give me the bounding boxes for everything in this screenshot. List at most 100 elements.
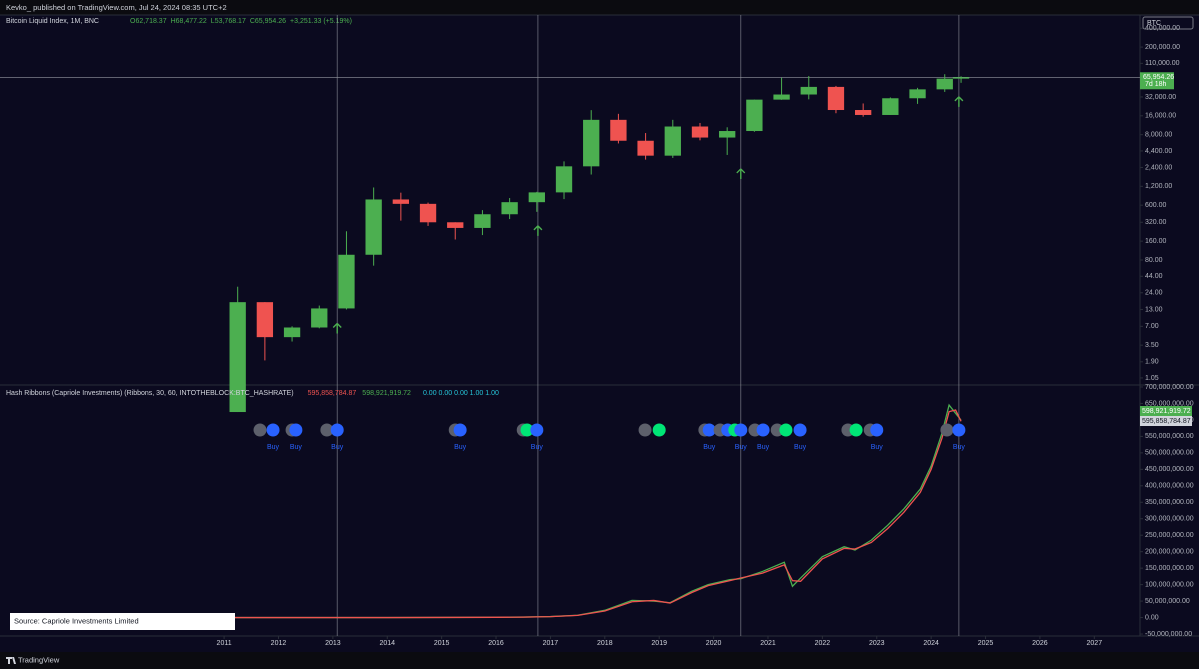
chart-layer: Bitcoin Liquid Index, 1M, BNC O62,718.37 H… xyxy=(0,15,1194,647)
candle-body xyxy=(800,86,817,95)
y-tick-label: 150,000,000.00 xyxy=(1145,565,1194,572)
y-tick-label: 550,000,000.00 xyxy=(1145,433,1194,440)
y-tick-label: 0.00 xyxy=(1145,614,1159,621)
candle-body xyxy=(827,86,845,111)
y-tick-label: 3.50 xyxy=(1145,342,1159,349)
candle-body xyxy=(311,308,328,328)
last-value-label: 595,858,784.87 xyxy=(1142,418,1191,425)
candle-body xyxy=(474,214,491,228)
candle-body xyxy=(610,119,627,141)
y-tick-label: 1.90 xyxy=(1145,359,1159,366)
candle-body xyxy=(583,119,600,167)
candle-body xyxy=(501,202,518,215)
candle-body xyxy=(365,199,382,255)
y-tick-label: 1,200.00 xyxy=(1145,183,1172,190)
indicator-extra: 0.00 0.00 0.00 1.00 1.00 xyxy=(423,390,499,397)
y-tick-label: 4,400.00 xyxy=(1145,148,1172,155)
brand: TradingView xyxy=(18,655,60,664)
y-tick-label: 450,000,000.00 xyxy=(1145,466,1194,473)
ohlc-value: +3,251.33 (+5.19%) xyxy=(290,18,352,25)
signal-dot xyxy=(756,423,770,437)
y-tick-label: 200,000.00 xyxy=(1145,44,1180,51)
indicator-value: 598,921,919.72 xyxy=(362,390,411,397)
y-tick-label: 16,000.00 xyxy=(1145,113,1176,120)
source-box xyxy=(10,613,235,630)
signal-dot xyxy=(734,423,748,437)
x-tick-label: 2026 xyxy=(1032,640,1048,647)
x-tick-label: 2024 xyxy=(923,640,939,647)
signal-label: Buy xyxy=(794,444,807,451)
candle-body xyxy=(952,77,970,79)
y-tick-label: 80.00 xyxy=(1145,257,1163,264)
signal-dot xyxy=(266,423,280,437)
signal-dot xyxy=(870,423,884,437)
candle-body xyxy=(392,199,410,204)
signal-label: Buy xyxy=(871,444,884,451)
y-tick-label: 7.00 xyxy=(1145,323,1159,330)
last-value-tag xyxy=(1140,406,1192,416)
x-tick-label: 2027 xyxy=(1087,640,1103,647)
x-tick-label: 2015 xyxy=(434,640,450,647)
x-tick-label: 2011 xyxy=(217,640,232,647)
last-price-tag xyxy=(1140,72,1174,90)
signal-label: Buy xyxy=(735,444,748,451)
y-tick-label: 600.00 xyxy=(1145,202,1167,209)
y-tick-label: 2,400.00 xyxy=(1145,164,1172,171)
hash-line xyxy=(224,409,962,619)
candle-body xyxy=(528,192,545,203)
candle-body xyxy=(229,302,246,413)
x-tick-label: 2021 xyxy=(760,640,776,647)
signal-dot xyxy=(702,423,716,437)
chart-title: Bitcoin Liquid Index, 1M, BNC xyxy=(6,18,99,25)
signal-dot xyxy=(638,423,652,437)
symbol: BTC xyxy=(1147,20,1161,27)
signal-label: Buy xyxy=(454,444,467,451)
signal-dot xyxy=(849,423,863,437)
x-tick-label: 2012 xyxy=(271,640,287,647)
last-value-label: 598,921,919.72 xyxy=(1142,408,1191,415)
y-tick-label: 200,000,000.00 xyxy=(1145,549,1194,556)
y-tick-label: 300,000,000.00 xyxy=(1145,516,1194,523)
signal-label: Buy xyxy=(531,444,544,451)
last-price-label: 65,954.26 xyxy=(1143,74,1174,81)
candle-body xyxy=(746,99,763,132)
last-value-tag xyxy=(1140,416,1192,426)
x-tick-label: 2022 xyxy=(815,640,831,647)
y-tick-label: 50,000,000.00 xyxy=(1145,598,1190,605)
y-tick-label: 500,000,000.00 xyxy=(1145,450,1194,457)
signal-dot xyxy=(320,423,334,437)
y-tick-label: 160.00 xyxy=(1145,238,1167,245)
signal-label: Buy xyxy=(331,444,344,451)
y-tick-label: 13.00 xyxy=(1145,306,1163,313)
signal-dot xyxy=(940,423,954,437)
y-tick-label: 700,000,000.00 xyxy=(1145,384,1194,391)
signal-dot xyxy=(652,423,666,437)
candle-body xyxy=(419,203,437,223)
x-tick-label: 2018 xyxy=(597,640,613,647)
arrow xyxy=(533,225,543,236)
bottom-bar xyxy=(0,652,1199,669)
y-tick-label: 350,000,000.00 xyxy=(1145,499,1194,506)
signal-dot xyxy=(253,423,267,437)
signal-dot xyxy=(779,423,793,437)
y-tick-label: 24.00 xyxy=(1145,290,1163,297)
ohlc-value: O62,718.37 xyxy=(130,18,167,25)
signal-dot xyxy=(952,423,966,437)
top-bar xyxy=(0,0,1199,15)
candle-body xyxy=(555,166,573,193)
arrow xyxy=(332,322,342,334)
y-tick-label: 250,000,000.00 xyxy=(1145,532,1194,539)
x-tick-label: 2019 xyxy=(651,640,667,647)
x-tick-label: 2025 xyxy=(978,640,994,647)
candle-body xyxy=(338,254,355,309)
signal-dot xyxy=(520,423,534,437)
publish-info: Kevko_ published on TradingView.com, Jul… xyxy=(6,3,227,12)
candle-body xyxy=(283,327,301,338)
x-tick-label: 2023 xyxy=(869,640,885,647)
y-tick-label: 44.00 xyxy=(1145,273,1163,280)
ohlc-value: H68,477.22 xyxy=(171,18,207,25)
candle-body xyxy=(664,126,681,156)
y-tick-label: -50,000,000.00 xyxy=(1145,631,1192,638)
